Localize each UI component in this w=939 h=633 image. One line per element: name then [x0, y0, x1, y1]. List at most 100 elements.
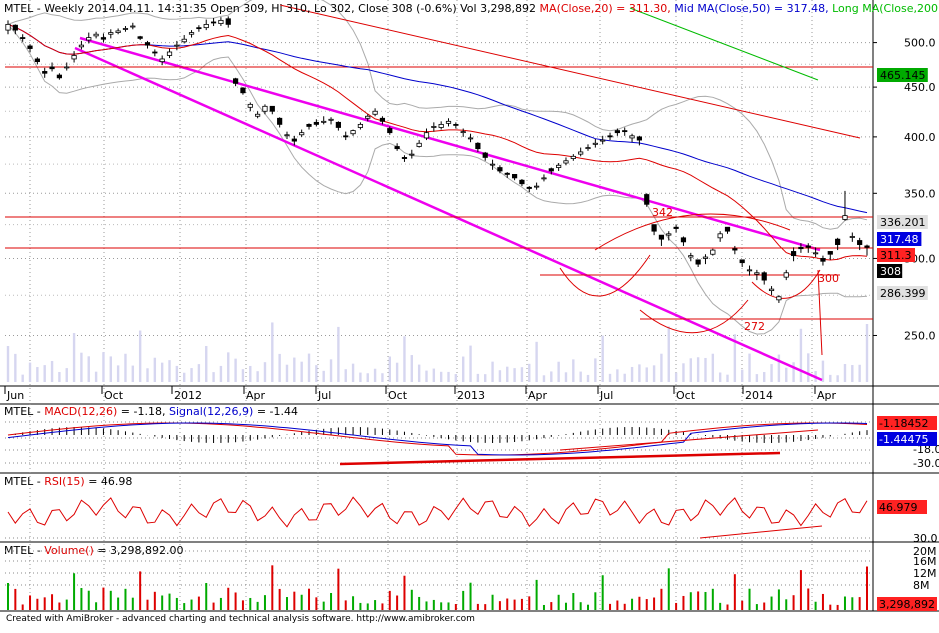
- volume-bar: [704, 591, 707, 610]
- candle-body: [636, 136, 643, 141]
- candle: [240, 87, 246, 95]
- price-marker-bg: [877, 248, 915, 262]
- volume-bar: [741, 600, 744, 610]
- volume-background-bar: [388, 356, 391, 382]
- candle: [247, 102, 253, 112]
- volume-background-bar: [498, 370, 502, 382]
- x-axis-label: Oct: [104, 389, 124, 402]
- price-axis-label: 350.0: [904, 187, 936, 200]
- candle: [291, 135, 297, 146]
- volume-bar: [447, 602, 450, 610]
- candle: [526, 186, 532, 193]
- volume-bar: [418, 596, 421, 610]
- candle: [864, 244, 870, 256]
- x-axis-label: 2014: [745, 389, 773, 402]
- candle: [453, 122, 459, 129]
- price-marker-label: 336.201: [880, 216, 926, 229]
- volume-background-bar: [630, 366, 634, 382]
- macd-marker-bg: [877, 416, 937, 430]
- candle: [343, 131, 349, 141]
- volume-background-bar: [704, 357, 707, 382]
- volume-bar: [396, 595, 399, 610]
- candle: [394, 143, 400, 151]
- volume-background-bar: [359, 372, 362, 382]
- volume-background-bar: [601, 335, 604, 382]
- candle: [166, 48, 173, 59]
- volume-background-bar: [197, 364, 201, 382]
- candle-body: [247, 103, 253, 108]
- candle: [42, 67, 48, 78]
- volume-bar: [212, 602, 215, 610]
- volume-background-bar: [645, 367, 648, 382]
- volume-background-bar: [506, 366, 509, 382]
- candle-body: [137, 36, 143, 39]
- candle-body: [754, 272, 760, 275]
- candle-body: [857, 240, 863, 245]
- rsi-marker-bg: [877, 500, 927, 514]
- price-axis-label: 500.0: [904, 37, 936, 50]
- volume-background-bar: [131, 365, 135, 382]
- volume-background-bar: [542, 375, 546, 382]
- candle: [475, 142, 481, 152]
- candle: [379, 116, 386, 125]
- candle: [232, 77, 239, 87]
- volume-background-bar: [285, 364, 289, 382]
- candle-body: [790, 251, 797, 257]
- candle-body: [460, 131, 466, 134]
- candle: [732, 245, 738, 255]
- volume-bar: [851, 597, 854, 610]
- volume-bar: [352, 596, 355, 610]
- header-segment: Signal(12,26,9): [169, 405, 253, 418]
- candle: [313, 119, 319, 127]
- volume-background-bar: [190, 368, 193, 382]
- volume-background-bar: [836, 375, 839, 382]
- volume-background-bar: [777, 354, 781, 382]
- drop-line: [817, 269, 823, 356]
- volume-marker-label: 3,298,892: [879, 598, 935, 611]
- candle: [387, 126, 393, 135]
- volume-bar: [491, 594, 494, 610]
- candle: [335, 121, 341, 131]
- price-marker-label: 308: [880, 265, 901, 278]
- candle: [188, 30, 195, 38]
- volume-background-bar: [175, 365, 179, 382]
- x-axis-label: 2012: [174, 389, 202, 402]
- volume-bar: [689, 592, 692, 610]
- volume-bar: [506, 598, 509, 610]
- candle-body: [600, 139, 606, 142]
- x-axis-label: Oct: [676, 389, 696, 402]
- volume-bar: [205, 582, 208, 610]
- candle-body: [328, 118, 334, 121]
- candle: [702, 254, 709, 265]
- candle: [622, 127, 628, 136]
- volume-bar: [821, 593, 824, 610]
- candle-body: [614, 130, 620, 134]
- candle-body: [497, 167, 503, 172]
- volume-background-bar: [770, 364, 773, 382]
- candle-body: [284, 134, 290, 137]
- volume-background-bar: [564, 372, 568, 382]
- volume-axis-label: 16M: [913, 555, 937, 568]
- annotation-label: 272: [744, 320, 765, 333]
- volume-bar: [484, 604, 487, 610]
- candle-body: [313, 121, 319, 125]
- volume-bar: [102, 587, 105, 610]
- candle-body: [262, 105, 268, 112]
- candle: [262, 104, 268, 115]
- volume-background-bar: [87, 356, 90, 382]
- volume-background-bar: [572, 359, 575, 382]
- header-segment: = 3,298,892.00: [94, 544, 184, 557]
- candle-body: [350, 130, 356, 135]
- long-trend-line: [279, 4, 861, 139]
- volume-background-bar: [410, 355, 414, 382]
- candle: [519, 179, 525, 187]
- candle: [570, 154, 576, 161]
- candle-body: [438, 123, 444, 128]
- arc-top: [594, 213, 791, 251]
- candle: [548, 167, 554, 175]
- volume-bar: [161, 595, 164, 610]
- volume-bar: [190, 599, 193, 610]
- candle-body: [401, 157, 408, 159]
- header-segment: = 46.98: [85, 475, 133, 488]
